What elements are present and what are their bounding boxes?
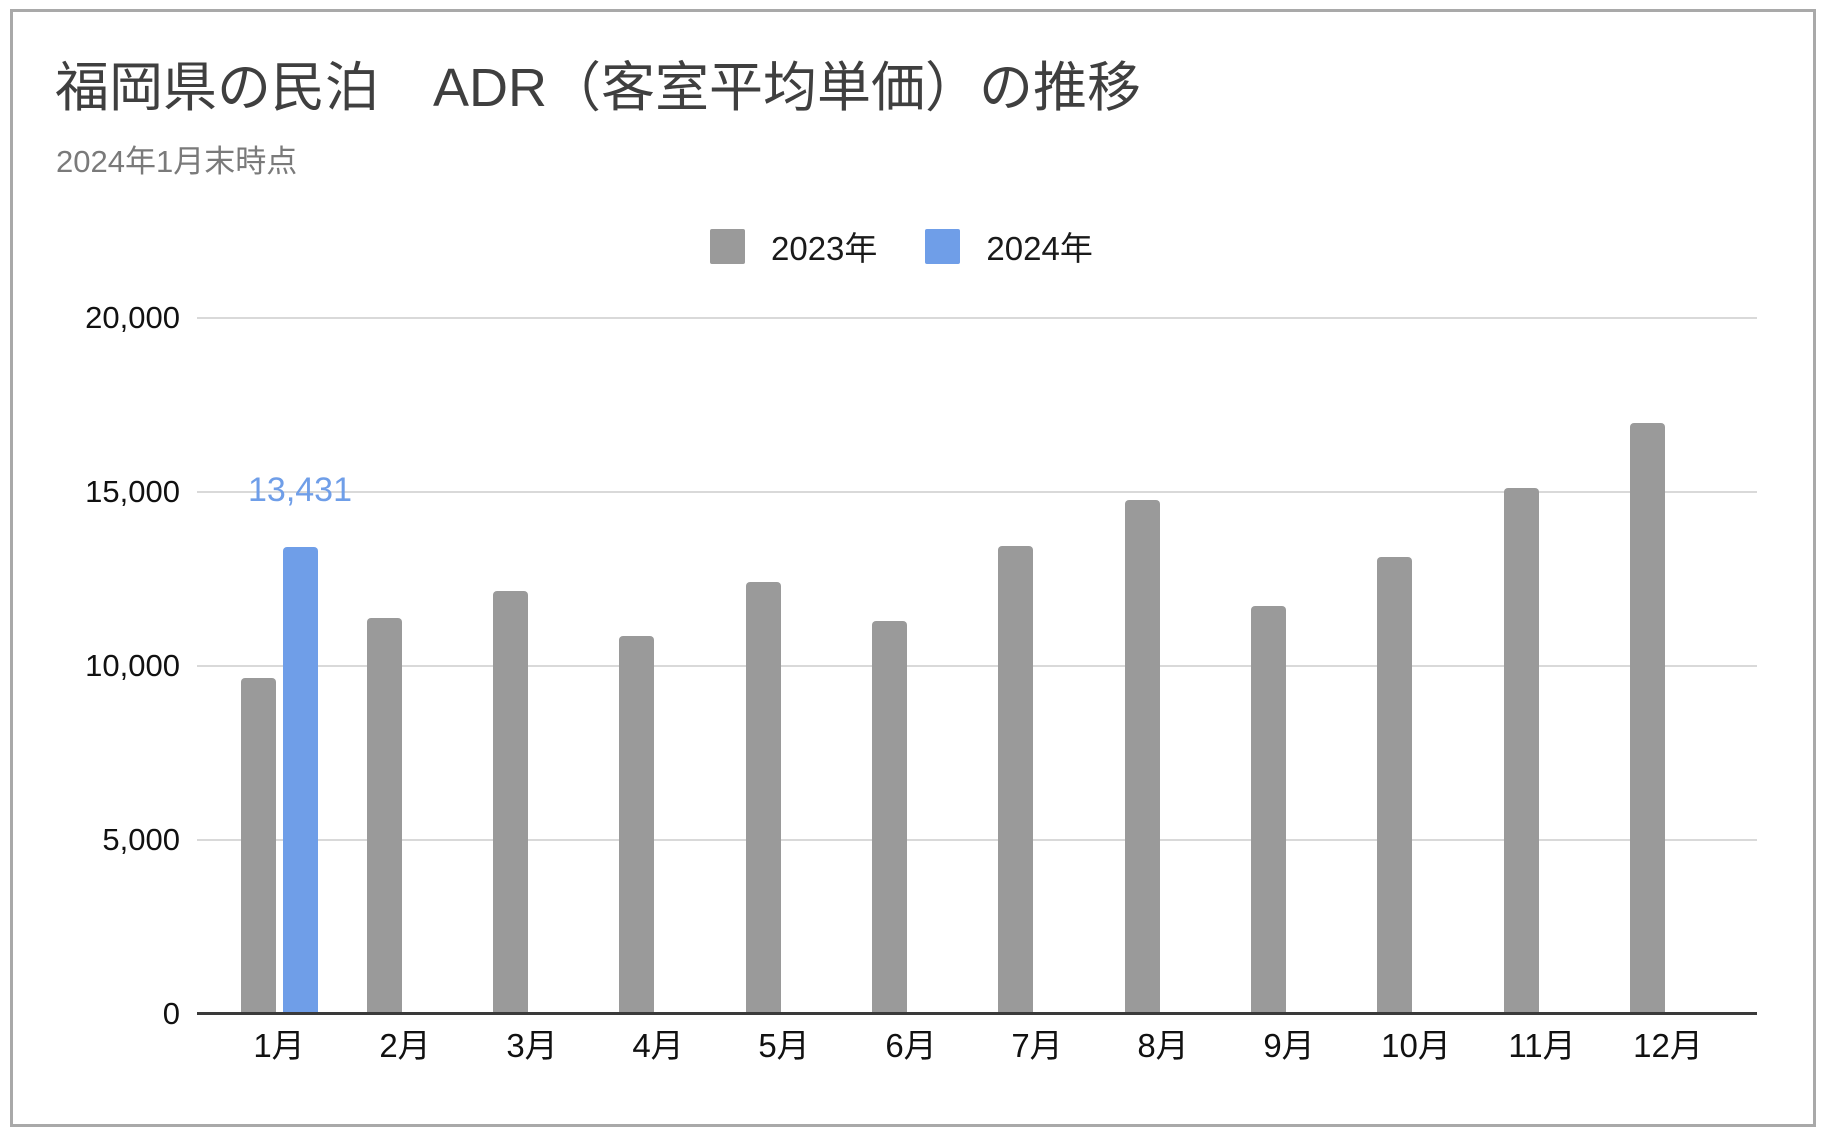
bar-2023年-6月 — [872, 621, 907, 1014]
legend-item-2023: 2023年 — [710, 222, 877, 270]
x-axis-tick-6月: 6月 — [885, 1027, 937, 1064]
chart-title: 福岡県の民泊 ADR（客室平均単価）の推移 — [55, 58, 1142, 118]
x-axis-tick-5月: 5月 — [758, 1027, 810, 1064]
x-axis-tick-8月: 8月 — [1137, 1027, 1189, 1064]
legend-item-2024: 2024年 — [925, 222, 1093, 270]
x-axis-tick-1月: 1月 — [253, 1027, 305, 1064]
bar-2023年-1月 — [241, 678, 276, 1014]
x-axis-tick-7月: 7月 — [1011, 1027, 1063, 1064]
y-axis-tick-5,000: 5,000 — [102, 822, 180, 857]
legend-swatch-2023 — [710, 228, 745, 264]
y-axis-tick-0: 0 — [162, 996, 180, 1031]
x-axis-tick-3月: 3月 — [506, 1027, 558, 1064]
legend: 2023年 2024年 — [710, 222, 1093, 270]
gridline-15,000 — [197, 491, 1757, 493]
bar-2023年-4月 — [619, 636, 654, 1014]
x-axis-tick-4月: 4月 — [632, 1027, 684, 1064]
bar-value-label: 13,431 — [248, 471, 352, 509]
bar-2023年-10月 — [1377, 557, 1412, 1014]
bar-2023年-5月 — [746, 582, 781, 1014]
bar-2023年-2月 — [367, 618, 402, 1014]
bar-2024年-1月 — [283, 547, 318, 1014]
x-axis-tick-12月: 12月 — [1633, 1027, 1703, 1064]
x-axis-tick-2月: 2月 — [379, 1027, 431, 1064]
bar-2023年-9月 — [1251, 606, 1286, 1014]
bar-2023年-7月 — [998, 546, 1033, 1014]
x-axis-tick-10月: 10月 — [1381, 1027, 1451, 1064]
bar-2023年-3月 — [493, 591, 528, 1014]
gridline-20,000 — [197, 317, 1757, 319]
bar-2023年-11月 — [1504, 488, 1539, 1014]
bar-2023年-8月 — [1125, 500, 1160, 1014]
x-axis-tick-9月: 9月 — [1263, 1027, 1315, 1064]
bar-2023年-12月 — [1630, 423, 1665, 1014]
chart-subtitle: 2024年1月末時点 — [56, 144, 298, 179]
x-axis-tick-11月: 11月 — [1508, 1027, 1576, 1064]
x-axis-line — [197, 1012, 1757, 1015]
legend-swatch-2024 — [925, 228, 961, 264]
y-axis-tick-15,000: 15,000 — [85, 474, 180, 509]
gridline-10,000 — [197, 665, 1757, 667]
y-axis-tick-10,000: 10,000 — [85, 648, 180, 683]
legend-label-2024: 2024年 — [986, 230, 1093, 267]
legend-label-2023: 2023年 — [771, 230, 878, 267]
y-axis-tick-20,000: 20,000 — [85, 300, 180, 335]
gridline-5,000 — [197, 839, 1757, 841]
